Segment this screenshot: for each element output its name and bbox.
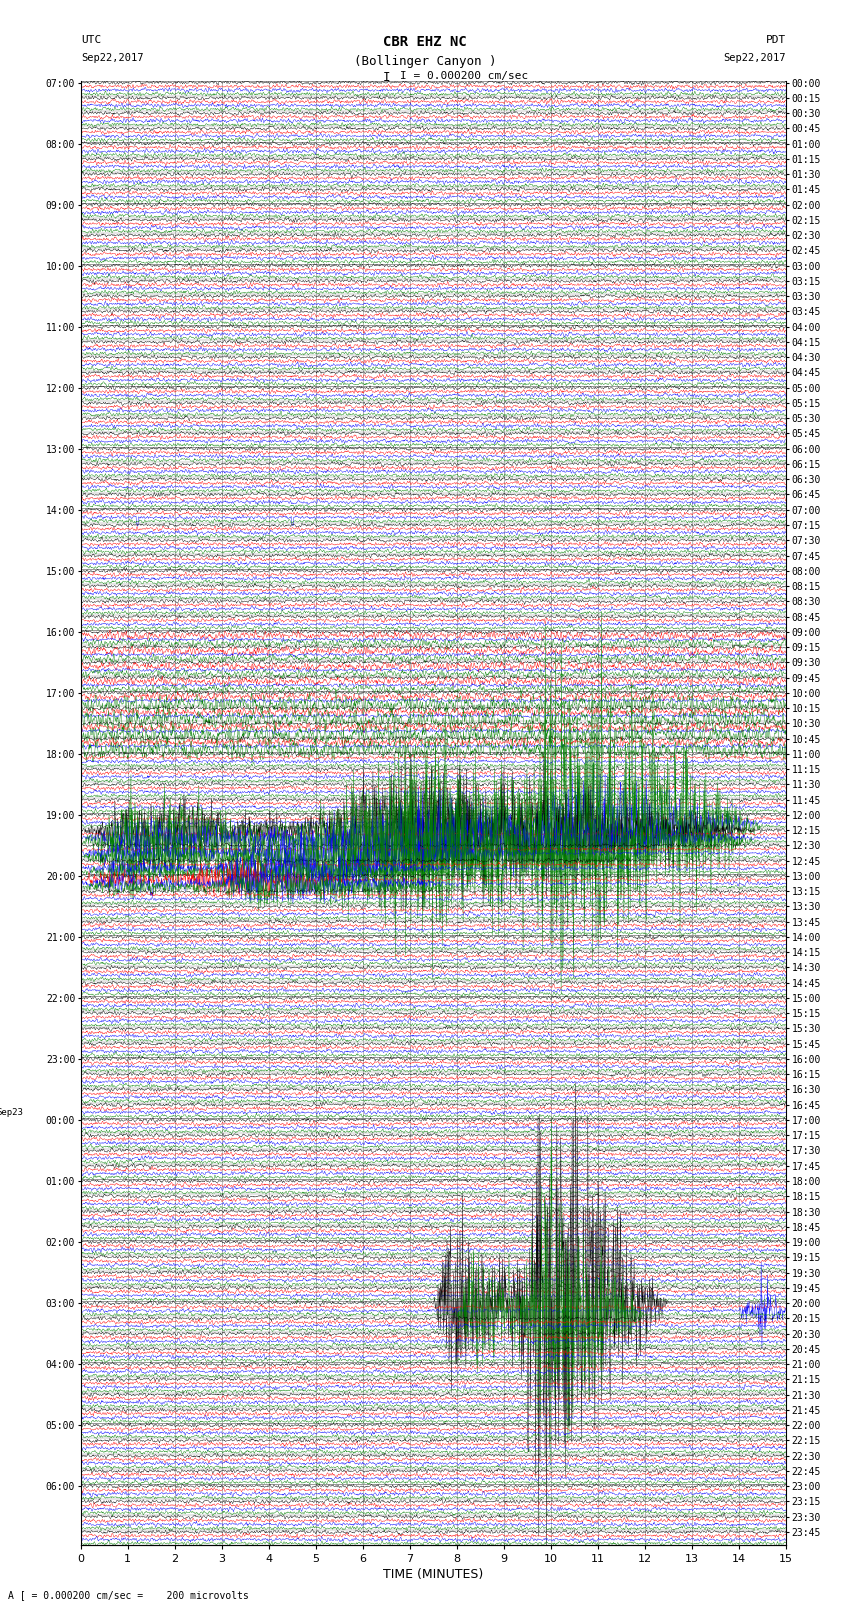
Text: Sep23: Sep23 xyxy=(0,1108,23,1116)
Text: A [ = 0.000200 cm/sec =    200 microvolts: A [ = 0.000200 cm/sec = 200 microvolts xyxy=(8,1590,249,1600)
Text: I = 0.000200 cm/sec: I = 0.000200 cm/sec xyxy=(400,71,528,81)
Text: Sep22,2017: Sep22,2017 xyxy=(81,53,144,63)
Text: UTC: UTC xyxy=(81,35,101,45)
Text: PDT: PDT xyxy=(766,35,786,45)
Text: CBR EHZ NC: CBR EHZ NC xyxy=(383,35,467,50)
X-axis label: TIME (MINUTES): TIME (MINUTES) xyxy=(383,1568,484,1581)
Text: I: I xyxy=(383,71,390,84)
Text: (Bollinger Canyon ): (Bollinger Canyon ) xyxy=(354,55,496,68)
Text: Sep22,2017: Sep22,2017 xyxy=(723,53,786,63)
